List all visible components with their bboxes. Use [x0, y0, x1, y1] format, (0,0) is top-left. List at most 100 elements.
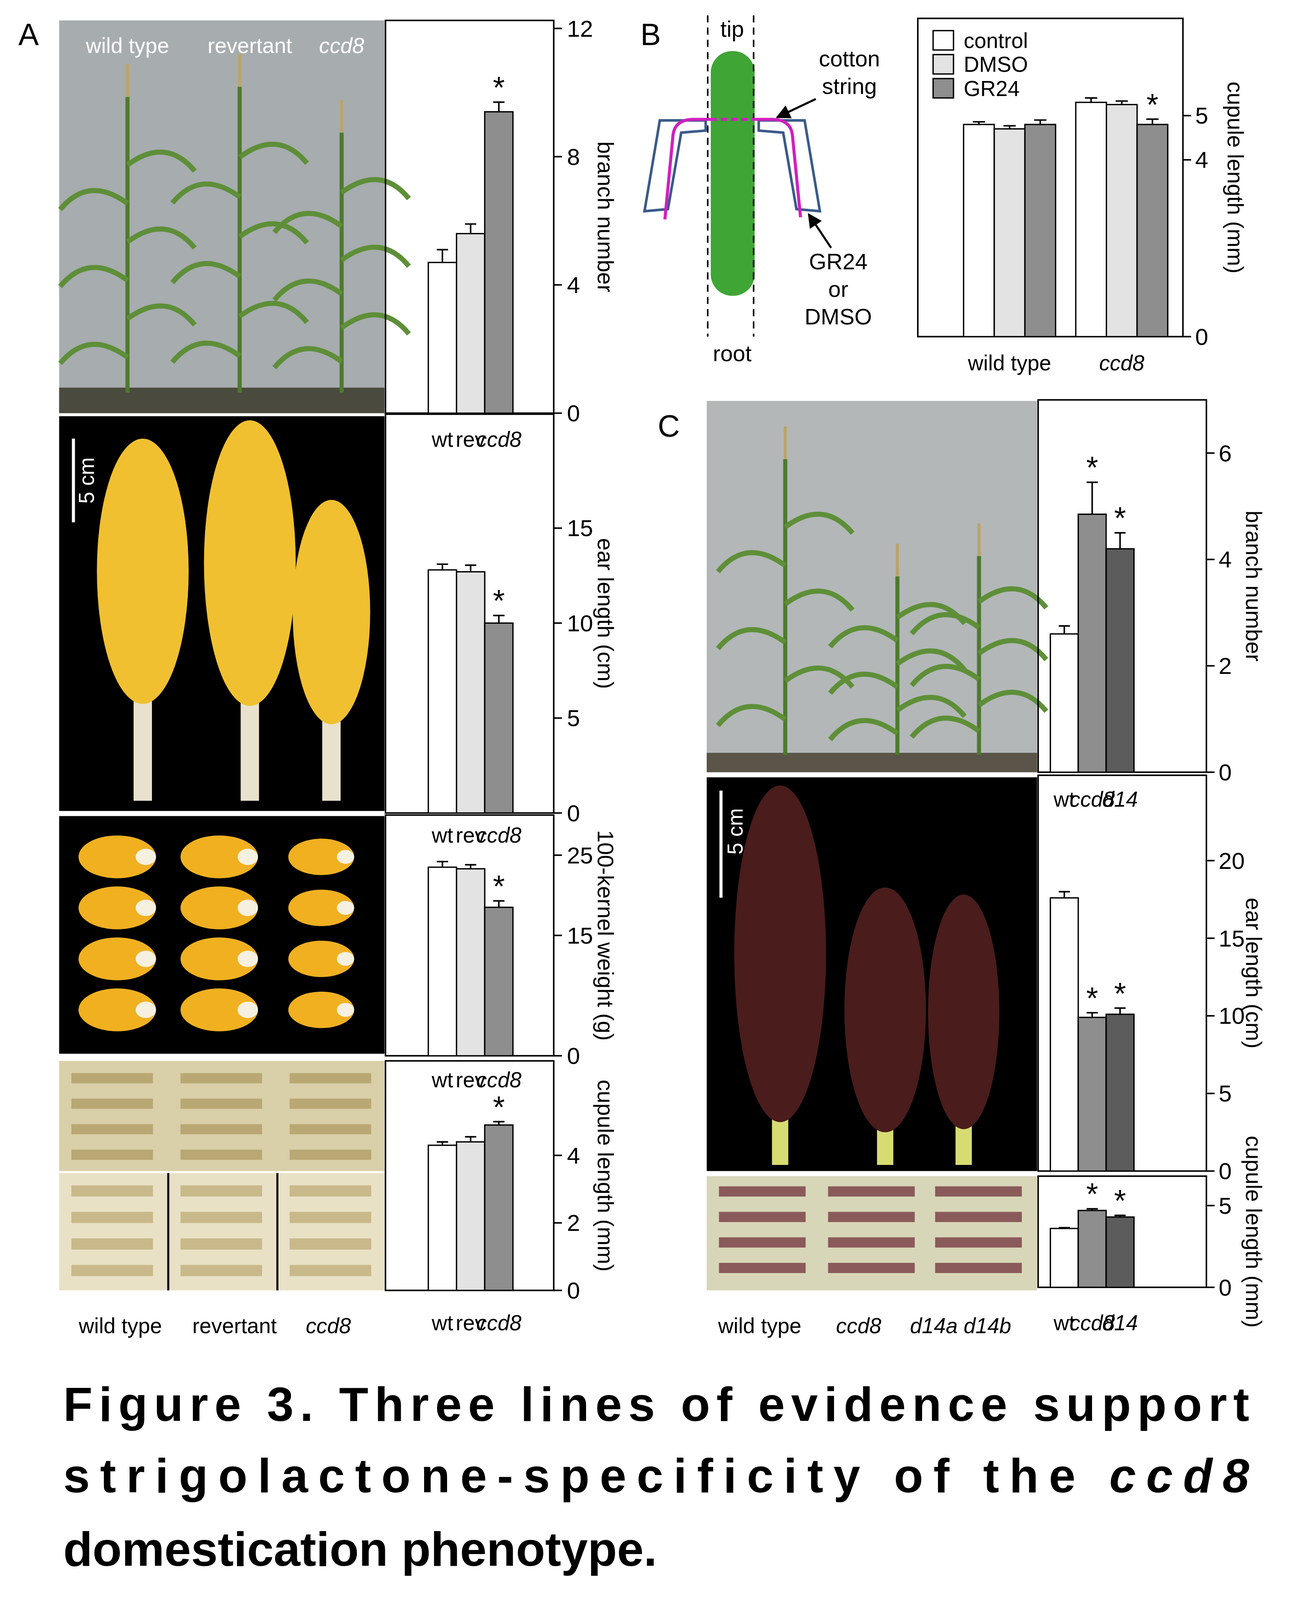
figure: ABCwild typerevertantccd85 cmwild typere… [0, 0, 1289, 1600]
plant-leaf [172, 263, 240, 283]
guide-line [707, 15, 709, 337]
kernel-tip [135, 899, 157, 916]
tick-label: 5 [566, 704, 580, 731]
plant-stalk [237, 86, 242, 393]
error-bar [1058, 625, 1070, 634]
plant-leaf [911, 614, 979, 634]
axis-title: branch number [593, 141, 619, 292]
caption-line: domestication phenotype. [63, 1521, 658, 1576]
bar [1106, 1013, 1135, 1171]
tick [1206, 1092, 1215, 1095]
kernel-tip [336, 951, 355, 966]
error-bar [1058, 891, 1070, 898]
kernel [288, 889, 355, 926]
cupule-row [289, 1123, 372, 1134]
kernel-tip [336, 900, 355, 915]
tick-label: 5 [1218, 1192, 1232, 1219]
bar [1024, 124, 1056, 337]
diagram [644, 15, 832, 337]
diagram-label: string [821, 73, 877, 99]
chart: 0246branch number**wtccd8d14 [1038, 399, 1267, 812]
significance: * [1146, 87, 1159, 122]
significance: * [492, 583, 506, 618]
plant-tassel [126, 64, 129, 97]
tick-label: 0 [1218, 758, 1232, 786]
bar [428, 1144, 457, 1291]
plant-leaf [717, 706, 786, 726]
plant-leaf [830, 674, 898, 694]
caption-text: Figure 3. Three lines of evidence suppor… [63, 1377, 1249, 1431]
kernel [288, 940, 355, 977]
chart: 05cupule length (mm)**wtccd8d14 [1038, 1135, 1267, 1335]
tick [553, 854, 563, 856]
cupule-row [71, 1072, 153, 1083]
kernel [180, 937, 258, 981]
significance: * [1114, 1183, 1127, 1218]
photo-divider [167, 1172, 170, 1291]
tick [1182, 335, 1192, 338]
diagram-label: tip [720, 16, 745, 42]
pointer [808, 214, 832, 248]
tick [1182, 159, 1192, 161]
error-bar [465, 864, 477, 869]
plant-stalk [339, 132, 344, 393]
plant-leaf [127, 228, 195, 248]
plant-leaf [60, 344, 128, 364]
plant-leaf [239, 144, 307, 164]
scale-label: 5 cm [74, 457, 99, 504]
bar [1050, 1228, 1079, 1287]
plant-leaf [341, 179, 409, 199]
photo-label: wild type [78, 1313, 162, 1338]
cupule-row [289, 1072, 372, 1083]
photo-label: wild type [717, 1313, 802, 1338]
plot-frame [385, 814, 554, 1056]
plant-leaf [127, 151, 195, 172]
plant-leaf [978, 640, 1047, 660]
tick-label: 15 [566, 922, 593, 949]
tick [553, 284, 563, 286]
bar [1106, 1216, 1135, 1287]
error-bar [465, 223, 477, 234]
error-bar [465, 565, 477, 572]
plant-leaf [239, 223, 307, 243]
plot-frame [1038, 399, 1207, 773]
cupule-row [828, 1262, 915, 1273]
axis-title: branch number [1241, 510, 1267, 662]
tick [553, 1289, 563, 1292]
ear [844, 887, 926, 1132]
photo-ground [59, 387, 385, 413]
error-bar [1086, 482, 1098, 514]
marks [1050, 891, 1134, 1171]
chart: 024cupule length (mm)*wtrevccd8 [385, 1060, 618, 1335]
tick [553, 1054, 563, 1057]
plant-leaf [60, 267, 128, 287]
plant-leaf [172, 184, 240, 204]
plant-leaf [830, 720, 898, 740]
bar [1106, 548, 1135, 772]
chart: 04812branch number*wtrevccd8 [385, 15, 618, 452]
panel-label: B [640, 17, 661, 52]
category-label: wild type [967, 351, 1052, 375]
category-label: ccd8 [1099, 351, 1145, 375]
bar [1078, 1017, 1107, 1171]
plot-frame [917, 18, 1183, 337]
tick-label: 8 [566, 143, 580, 170]
plot-frame [385, 414, 554, 813]
cupule-row [71, 1185, 153, 1197]
kernel [78, 835, 157, 879]
cupule-row [71, 1238, 153, 1250]
significance: * [492, 869, 506, 904]
category-label: d14 [1101, 787, 1138, 812]
tick [1182, 114, 1192, 117]
kernel [288, 991, 355, 1028]
tick [1206, 1286, 1215, 1288]
photo-background [59, 1172, 385, 1291]
cupule-row [71, 1098, 153, 1109]
marks [428, 102, 514, 414]
ear-shank [240, 695, 260, 801]
cupule-row [180, 1123, 262, 1134]
plant-tassel [895, 543, 899, 577]
cupule-row [180, 1238, 262, 1250]
cupule-row [718, 1236, 806, 1247]
cupule-row [289, 1264, 372, 1276]
